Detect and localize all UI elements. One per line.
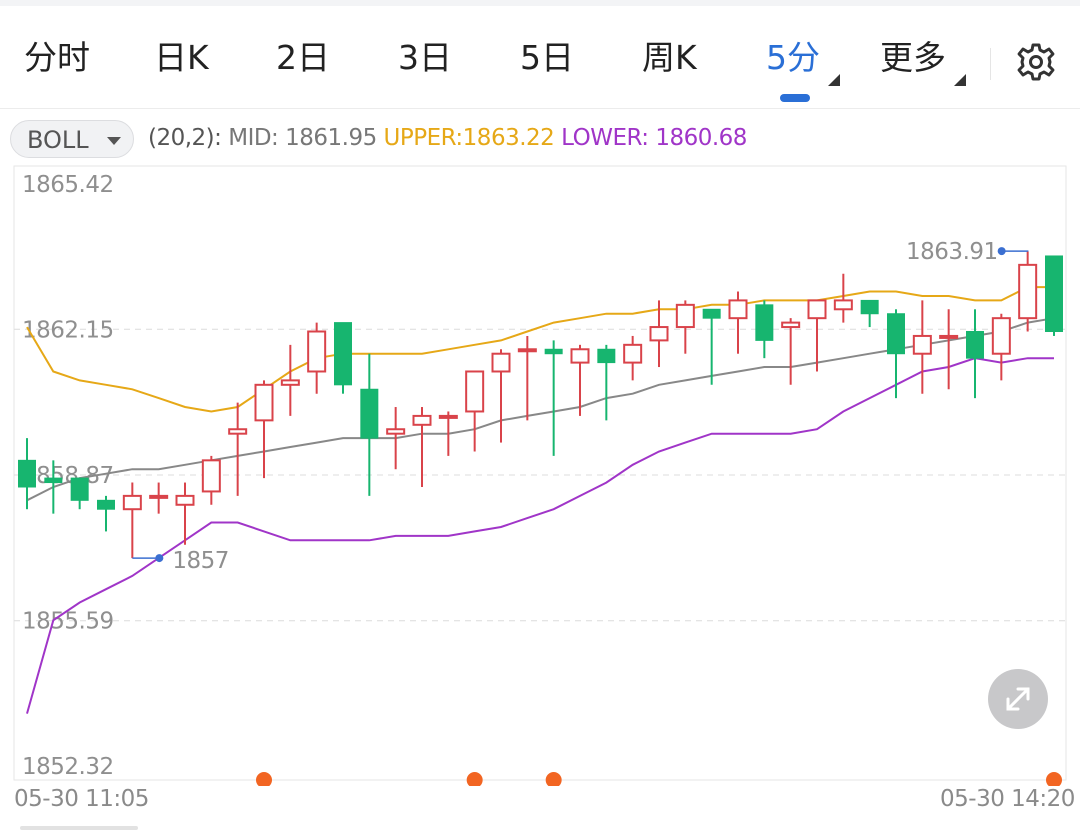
candle-body-down <box>44 477 63 484</box>
y-tick-label: 1865.42 <box>22 172 114 198</box>
event-marker[interactable] <box>1046 772 1062 786</box>
candle-body-down <box>966 330 984 359</box>
candle-body-down <box>755 304 774 341</box>
candle-body-down <box>887 313 905 355</box>
candle-body-up <box>728 299 748 320</box>
candle-body-down <box>544 348 563 355</box>
candle-body-down <box>97 499 115 510</box>
tab-label: 更多 <box>880 38 946 77</box>
candle-body-up <box>386 428 406 435</box>
tab-3day[interactable]: 3日 <box>398 36 452 80</box>
indicator-upper: UPPER:1863.22 <box>383 125 555 151</box>
candle-body-up <box>491 352 511 373</box>
event-marker[interactable] <box>256 772 272 786</box>
candle-body-up <box>570 348 590 364</box>
candle-body-up <box>149 494 169 499</box>
tab-label: 2日 <box>276 38 330 77</box>
tab-label: 5日 <box>520 38 574 77</box>
tab-label: 分时 <box>24 38 90 77</box>
plot-frame <box>13 165 1067 781</box>
y-tick-label: 1855.59 <box>22 609 114 635</box>
candle-body-up <box>201 459 221 493</box>
y-tick-label: 1858.87 <box>22 463 114 489</box>
candle-body-up <box>1018 263 1038 320</box>
candle-body-up <box>649 326 669 342</box>
indicator-lower: LOWER: 1860.68 <box>561 125 747 151</box>
candle-body-up <box>175 494 195 506</box>
candle-body-up <box>991 317 1011 355</box>
tab-weekly-k[interactable]: 周K <box>642 36 697 80</box>
candle-body-up <box>623 343 643 364</box>
active-tab-indicator <box>780 94 810 102</box>
candle-body-down <box>597 348 616 364</box>
tab-daily-k[interactable]: 日K <box>154 36 209 80</box>
indicator-row: BOLL (20,2): MID: 1861.95 UPPER:1863.22 … <box>0 118 1080 162</box>
candle-body-up <box>781 321 801 329</box>
indicator-params: (20,2): <box>148 125 222 151</box>
candle-body-up <box>912 334 932 355</box>
candle-body-up <box>465 370 485 413</box>
candle-body-up <box>833 299 853 311</box>
indicator-mid: MID: 1861.95 <box>228 125 377 151</box>
candle-body-up <box>675 303 695 329</box>
candle-body-down <box>18 459 36 488</box>
expand-icon[interactable] <box>988 669 1048 729</box>
candle-body-down <box>702 308 721 319</box>
candle-body-down <box>860 299 879 315</box>
boll-mid-line <box>26 317 1055 502</box>
home-indicator <box>20 826 138 830</box>
event-marker[interactable] <box>466 772 483 786</box>
candle-body-up <box>280 379 300 386</box>
candle-body-up <box>122 494 142 511</box>
gear-icon[interactable] <box>1014 40 1058 84</box>
indicator-values: (20,2): MID: 1861.95 UPPER:1863.22 LOWER… <box>148 125 747 151</box>
x-axis-start-label: 05-30 11:05 <box>14 786 149 812</box>
tab-more[interactable]: 更多 <box>880 36 966 86</box>
high-pointer-dot <box>997 247 1006 256</box>
candle-body-down <box>334 322 352 386</box>
low-value-label: 1857 <box>172 548 229 574</box>
candle-body-up <box>438 414 458 419</box>
dropdown-triangle-icon <box>954 74 966 86</box>
candle-body-up <box>517 348 537 353</box>
candle-body-up <box>228 428 248 435</box>
indicator-select[interactable]: BOLL <box>10 120 134 158</box>
x-axis-end-label: 05-30 14:20 <box>940 786 1075 812</box>
high-value-label: 1863.91 <box>906 239 998 265</box>
period-tab-bar: 分时 日K 2日 3日 5日 周K 5分 更多 <box>0 6 1080 109</box>
top-strip <box>0 0 1080 6</box>
tab-label: 5分 <box>766 38 820 77</box>
candle-body-down <box>70 477 89 501</box>
divider <box>990 48 991 80</box>
caret-down-icon <box>107 137 121 145</box>
candle-body-up <box>807 299 827 320</box>
dropdown-triangle-icon <box>828 74 840 86</box>
candle-body-up <box>254 383 274 422</box>
candle-body-up <box>307 330 327 373</box>
candlestick-chart[interactable]: 1865.42 1862.15 1858.87 1855.59 1852.32 1863.… <box>0 160 1080 786</box>
tab-label: 周K <box>642 38 697 77</box>
tab-5min[interactable]: 5分 <box>766 36 840 86</box>
low-pointer-dot <box>155 554 164 563</box>
tab-label: 3日 <box>398 38 452 77</box>
boll-upper-line <box>26 286 1054 413</box>
tab-5day[interactable]: 5日 <box>520 36 574 80</box>
candle-body-up <box>412 414 432 426</box>
indicator-select-label: BOLL <box>27 126 89 154</box>
candle-body-up <box>939 334 959 339</box>
y-tick-label: 1852.32 <box>22 754 114 780</box>
tab-intraday[interactable]: 分时 <box>24 36 90 80</box>
candle-body-down <box>360 388 379 439</box>
tab-label: 日K <box>154 38 209 77</box>
candle-body-down <box>1045 255 1063 332</box>
boll-lower-line <box>26 357 1054 714</box>
event-marker[interactable] <box>545 772 562 786</box>
tab-2day[interactable]: 2日 <box>276 36 330 80</box>
y-tick-label: 1862.15 <box>22 317 114 343</box>
